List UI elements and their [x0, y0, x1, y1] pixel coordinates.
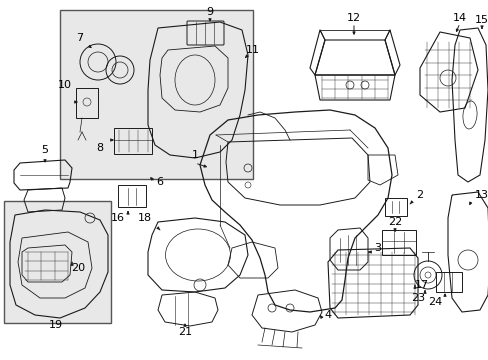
- Text: 17: 17: [414, 280, 428, 290]
- Text: 11: 11: [245, 45, 260, 55]
- Text: 2: 2: [416, 190, 423, 200]
- Bar: [4, 201, 111, 323]
- Text: 8: 8: [96, 143, 103, 153]
- Text: 3: 3: [374, 243, 381, 253]
- Text: 7: 7: [76, 33, 83, 43]
- Text: 24: 24: [427, 297, 441, 307]
- Text: 1: 1: [191, 150, 198, 160]
- Text: 6: 6: [156, 177, 163, 187]
- Text: 22: 22: [387, 217, 401, 227]
- Text: 20: 20: [71, 263, 85, 273]
- Text: 19: 19: [49, 320, 63, 330]
- Text: 4: 4: [324, 310, 331, 320]
- Text: 12: 12: [346, 13, 360, 23]
- Text: 16: 16: [111, 213, 125, 223]
- Text: 5: 5: [41, 145, 48, 155]
- Text: 10: 10: [58, 80, 72, 90]
- Text: 18: 18: [138, 213, 152, 223]
- Text: 23: 23: [410, 293, 424, 303]
- Text: 14: 14: [452, 13, 466, 23]
- Text: 9: 9: [206, 7, 213, 17]
- Text: 21: 21: [178, 327, 192, 337]
- Bar: [60, 10, 252, 179]
- Text: 15: 15: [474, 15, 488, 25]
- Text: 13: 13: [474, 190, 488, 200]
